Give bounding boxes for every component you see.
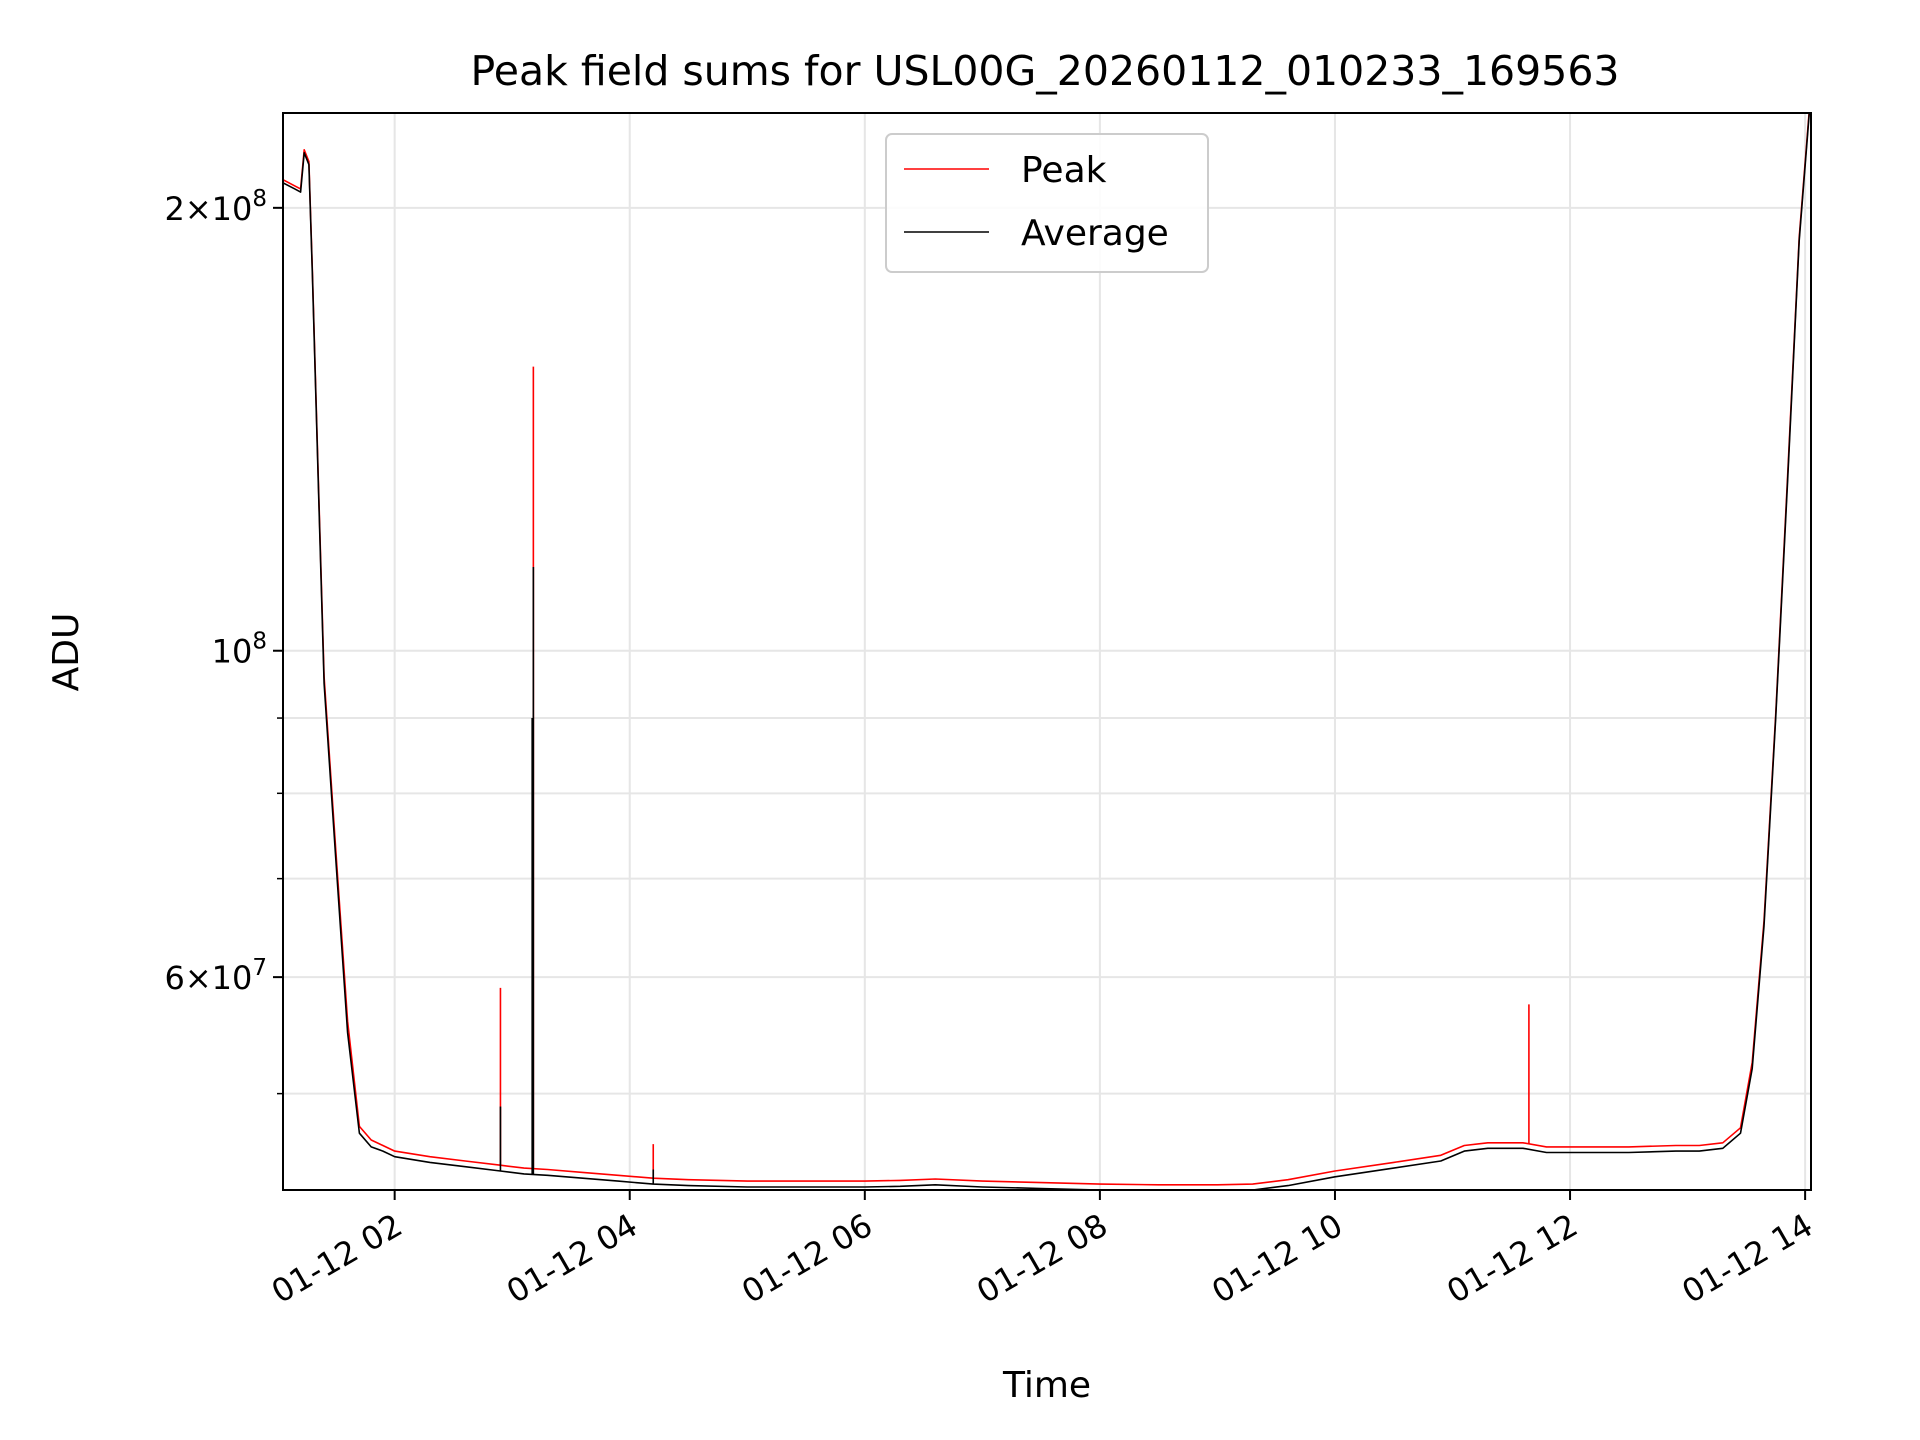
legend: Peak Average	[885, 133, 1209, 273]
y-axis: 2×108 108 6×107	[164, 186, 283, 1095]
grid	[283, 113, 1811, 1190]
y-tick-label: 108	[212, 629, 267, 671]
x-axis-label: Time	[1002, 1365, 1091, 1406]
series-line-average	[283, 113, 1811, 1190]
y-axis-label: ADU	[46, 613, 87, 692]
chart-title: Peak field sums for USL00G_20260112_0102…	[470, 47, 1619, 95]
y-tick-label: 6×107	[164, 955, 267, 997]
legend-label-peak: Peak	[1021, 150, 1107, 191]
legend-label-average: Average	[1021, 213, 1169, 254]
y-tick-label: 2×108	[164, 186, 267, 228]
series-layer	[283, 113, 1811, 1190]
